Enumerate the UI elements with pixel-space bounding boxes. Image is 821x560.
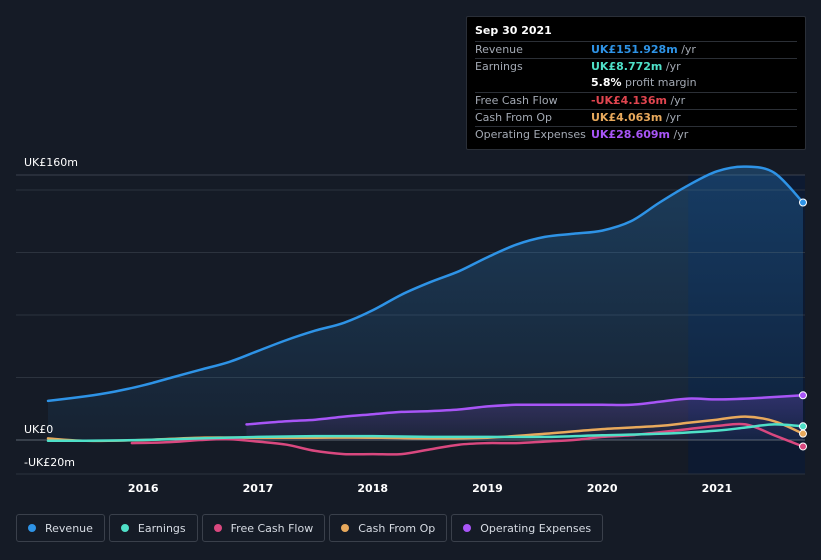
tooltip-value: -UK£4.136m [591, 94, 667, 107]
earnings-end-point [799, 422, 807, 431]
tooltip-row-profit-margin: 5.8% profit margin [475, 75, 797, 92]
tooltip-date: Sep 30 2021 [475, 24, 552, 37]
x-tick-label: 2021 [702, 482, 733, 495]
legend-label: Cash From Op [358, 521, 436, 535]
y-tick-label: UK£0 [24, 423, 53, 436]
legend-label: Earnings [137, 521, 186, 535]
y-tick-label: UK£160m [24, 156, 78, 169]
earnings-dot-icon [120, 524, 129, 532]
legend: Revenue Earnings Free Cash Flow Cash Fro… [16, 514, 604, 542]
tooltip-label: Operating Expenses [475, 128, 586, 141]
legend-label: Revenue [45, 521, 93, 535]
axes: UK£160m UK£0 -UK£20m 2016 2017 2018 2019 2020 20… [24, 156, 732, 495]
x-tick-label: 2016 [128, 482, 159, 495]
free-cash-flow-end-point [799, 442, 807, 451]
tooltip-value: 5.8% [591, 76, 622, 89]
tooltip-value: UK£28.609m [591, 128, 671, 141]
legend-item-revenue[interactable]: Revenue [16, 514, 105, 542]
tooltip-unit: /yr [665, 60, 681, 73]
tooltip-value: UK£151.928m [591, 43, 678, 56]
series-lines [46, 165, 805, 456]
operating-expenses-dot-icon [463, 524, 472, 532]
legend-item-free-cash-flow[interactable]: Free Cash Flow [201, 514, 326, 542]
x-tick-label: 2018 [357, 482, 388, 495]
tooltip-label: Free Cash Flow [475, 94, 558, 107]
legend-label: Operating Expenses [480, 521, 592, 535]
tooltip-row-earnings: Earnings UK£8.772m /yr [475, 58, 797, 75]
tooltip-label: Earnings [475, 60, 523, 73]
cash-from-op-dot-icon [341, 524, 350, 532]
tooltip-label: Revenue [475, 43, 523, 56]
revenue-area [48, 166, 803, 440]
legend-item-earnings[interactable]: Earnings [108, 514, 198, 542]
tooltip-row-operating-expenses: Operating Expenses UK£28.609m /yr [475, 126, 797, 143]
revenue-end-point [799, 198, 807, 207]
cash-from-op-end-point [799, 429, 807, 438]
tooltip-row-cash-from-op: Cash From Op UK£4.063m /yr [475, 109, 797, 126]
free-cash-flow-line [130, 422, 805, 456]
tooltip-label [475, 75, 591, 92]
series-areas [48, 166, 803, 440]
data-tooltip: Sep 30 2021 Revenue UK£151.928m /yr Earn… [466, 16, 806, 150]
x-tick-label: 2019 [472, 482, 503, 495]
revenue-line [46, 165, 805, 403]
tooltip-value: UK£4.063m [591, 111, 663, 124]
tooltip-unit: profit margin [625, 76, 697, 89]
series-endpoints [799, 198, 807, 451]
x-tick-label: 2020 [587, 482, 618, 495]
earnings-line [46, 423, 805, 443]
free-cash-flow-dot-icon [213, 524, 222, 532]
x-tick-label: 2017 [243, 482, 274, 495]
tooltip-label: Cash From Op [475, 111, 553, 124]
tooltip-unit: /yr [673, 128, 689, 141]
tooltip-unit: /yr [681, 43, 696, 56]
legend-label: Free Cash Flow [230, 521, 314, 535]
legend-item-operating-expenses[interactable]: Operating Expenses [451, 514, 604, 542]
tooltip-unit: /yr [665, 111, 681, 124]
operating-expenses-end-point [799, 391, 807, 400]
legend-item-cash-from-op[interactable]: Cash From Op [329, 514, 448, 542]
tooltip-row-revenue: Revenue UK£151.928m /yr [475, 41, 797, 58]
tooltip-unit: /yr [670, 94, 686, 107]
operating-expenses-line [245, 394, 805, 426]
tooltip-value: UK£8.772m [591, 60, 663, 73]
revenue-dot-icon [28, 524, 36, 532]
tooltip-row-free-cash-flow: Free Cash Flow -UK£4.136m /yr [475, 92, 797, 109]
y-tick-label: -UK£20m [24, 456, 75, 469]
